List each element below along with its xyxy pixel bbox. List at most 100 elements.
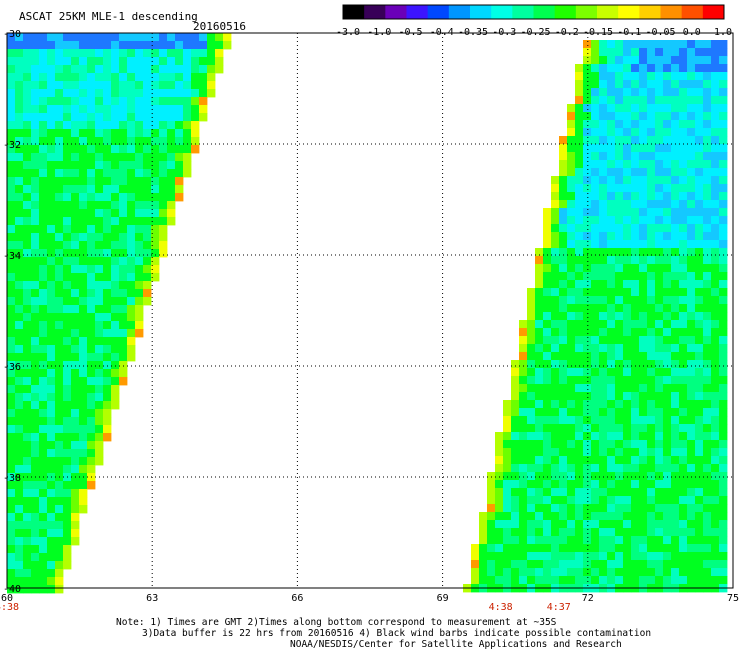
swath-cell bbox=[711, 408, 720, 417]
swath-cell bbox=[31, 145, 40, 154]
swath-cell bbox=[519, 528, 528, 537]
swath-cell bbox=[511, 480, 520, 489]
swath-cell bbox=[111, 393, 120, 402]
swath-cell bbox=[71, 225, 80, 234]
swath-cell bbox=[663, 576, 672, 585]
swath-cell bbox=[711, 544, 720, 553]
swath-cell bbox=[47, 513, 56, 522]
swath-cell bbox=[703, 368, 712, 377]
swath-cell bbox=[47, 545, 56, 554]
swath-cell bbox=[47, 185, 56, 194]
swath-cell bbox=[719, 536, 728, 545]
swath-cell bbox=[551, 448, 560, 457]
swath-cell bbox=[7, 177, 16, 186]
swath-cell bbox=[687, 512, 696, 521]
swath-cell bbox=[647, 488, 656, 497]
swath-cell bbox=[119, 105, 128, 114]
swath-cell bbox=[695, 376, 704, 385]
swath-cell bbox=[127, 185, 136, 194]
swath-cell bbox=[567, 208, 576, 217]
swath-cell bbox=[527, 568, 536, 577]
swath-cell bbox=[63, 369, 72, 378]
swath-cell bbox=[167, 153, 176, 162]
swath-cell bbox=[551, 488, 560, 497]
swath-cell bbox=[607, 128, 616, 137]
swath-cell bbox=[183, 161, 192, 170]
swath-cell bbox=[487, 544, 496, 553]
swath-cell bbox=[639, 152, 648, 161]
swath-cell bbox=[55, 265, 64, 274]
swath-cell bbox=[719, 312, 728, 321]
swath-cell bbox=[599, 576, 608, 585]
swath-cell bbox=[663, 472, 672, 481]
swath-cell bbox=[7, 345, 16, 354]
swath-cell bbox=[695, 560, 704, 569]
swath-cell bbox=[703, 224, 712, 233]
swath-cell bbox=[47, 113, 56, 122]
swath-cell bbox=[511, 440, 520, 449]
swath-cell bbox=[103, 361, 112, 370]
swath-cell bbox=[119, 97, 128, 106]
swath-cell bbox=[607, 48, 616, 57]
swath-cell bbox=[687, 120, 696, 129]
swath-cell bbox=[15, 417, 24, 426]
swath-cell bbox=[559, 472, 568, 481]
swath-cell bbox=[615, 568, 624, 577]
swath-cell bbox=[719, 88, 728, 97]
swath-cell bbox=[567, 136, 576, 145]
swath-cell bbox=[95, 145, 104, 154]
swath-cell bbox=[647, 320, 656, 329]
swath-cell bbox=[631, 200, 640, 209]
longitude-label: 69 bbox=[437, 593, 449, 604]
swath-cell bbox=[511, 512, 520, 521]
swath-cell bbox=[687, 232, 696, 241]
swath-cell bbox=[95, 369, 104, 378]
swath-cell bbox=[503, 496, 512, 505]
swath-cell bbox=[7, 233, 16, 242]
swath-cell bbox=[591, 472, 600, 481]
swath-cell bbox=[591, 504, 600, 513]
swath-cell bbox=[647, 128, 656, 137]
swath-cell bbox=[687, 568, 696, 577]
swath-cell bbox=[79, 441, 88, 450]
swath-cell bbox=[559, 168, 568, 177]
swath-cell bbox=[599, 488, 608, 497]
swath-cell bbox=[31, 169, 40, 178]
swath-cell bbox=[47, 57, 56, 66]
swath-cell bbox=[111, 97, 120, 106]
swath-cell bbox=[647, 312, 656, 321]
swath-cell bbox=[671, 552, 680, 561]
swath-cell bbox=[7, 257, 16, 266]
swath-cell bbox=[7, 273, 16, 282]
swath-cell bbox=[79, 281, 88, 290]
swath-cell bbox=[495, 440, 504, 449]
swath-cell bbox=[551, 288, 560, 297]
swath-cell bbox=[7, 137, 16, 146]
swath-cell bbox=[159, 209, 168, 218]
swath-cell bbox=[7, 281, 16, 290]
swath-cell bbox=[695, 248, 704, 257]
swath-cell bbox=[687, 184, 696, 193]
swath-cell bbox=[167, 81, 176, 90]
swath-cell bbox=[671, 480, 680, 489]
swath-cell bbox=[639, 128, 648, 137]
swath-cell bbox=[63, 273, 72, 282]
swath-cell bbox=[703, 392, 712, 401]
swath-cell bbox=[599, 376, 608, 385]
swath-cell bbox=[55, 545, 64, 554]
colorbar-label: -0.1 bbox=[617, 27, 641, 38]
swath-cell bbox=[551, 272, 560, 281]
swath-cell bbox=[183, 57, 192, 66]
swath-cell bbox=[31, 545, 40, 554]
swath-cell bbox=[687, 384, 696, 393]
swath-cell bbox=[623, 80, 632, 89]
swath-cell bbox=[55, 225, 64, 234]
swath-cell bbox=[583, 440, 592, 449]
swath-cell bbox=[63, 401, 72, 410]
swath-cell bbox=[591, 392, 600, 401]
swath-cell bbox=[647, 296, 656, 305]
swath-cell bbox=[623, 232, 632, 241]
swath-cell bbox=[551, 240, 560, 249]
swath-cell bbox=[639, 320, 648, 329]
swath-cell bbox=[87, 393, 96, 402]
